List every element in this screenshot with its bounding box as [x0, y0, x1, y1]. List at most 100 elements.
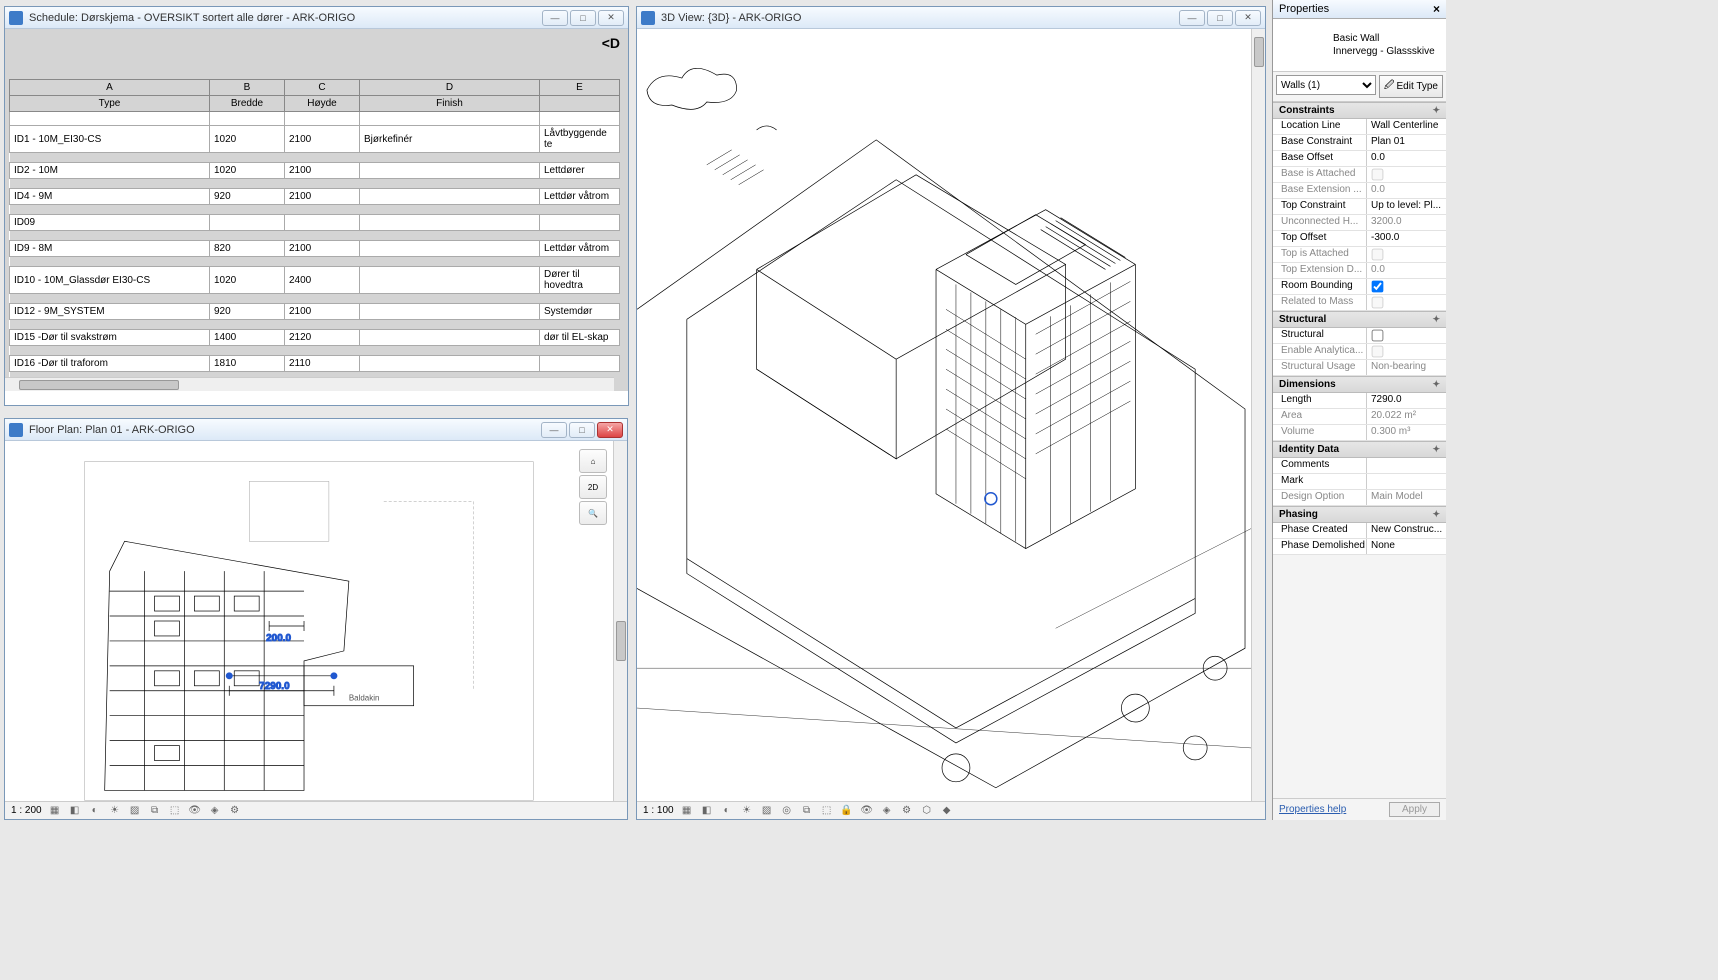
crop-region-icon[interactable]: ⬚ [820, 804, 834, 818]
type-preview[interactable]: Basic Wall Innervegg - Glassskive [1273, 19, 1446, 72]
column-header[interactable]: Bredde [210, 96, 285, 112]
maximize-button[interactable]: □ [570, 10, 596, 26]
property-section-header[interactable]: Phasing✦ [1273, 506, 1446, 523]
table-cell[interactable]: ID12 - 9M_SYSTEM [10, 304, 210, 320]
property-row[interactable]: Unconnected H...3200.0 [1273, 215, 1446, 231]
view-scale-icon[interactable]: ▦ [48, 804, 62, 818]
table-cell[interactable]: 2110 [285, 356, 360, 372]
properties-help-link[interactable]: Properties help [1279, 804, 1346, 815]
property-row[interactable]: Base is Attached [1273, 167, 1446, 183]
property-value[interactable]: 0.0 [1367, 263, 1446, 278]
property-row[interactable]: Design OptionMain Model [1273, 490, 1446, 506]
property-row[interactable]: Top ConstraintUp to level: Pl... [1273, 199, 1446, 215]
collapse-icon[interactable]: ✦ [1432, 444, 1440, 455]
property-value[interactable] [1367, 458, 1446, 473]
detail-level-icon[interactable]: ◧ [700, 804, 714, 818]
table-row[interactable]: ID10 - 10M_Glassdør EI30-CS10202400Dører… [10, 267, 620, 294]
table-cell[interactable]: ID9 - 8M [10, 241, 210, 257]
table-cell[interactable] [285, 215, 360, 231]
highlight-icon[interactable]: ◆ [940, 804, 954, 818]
property-row[interactable]: Room Bounding [1273, 279, 1446, 295]
minimize-button[interactable]: — [541, 422, 567, 438]
scale-label[interactable]: 1 : 100 [643, 805, 674, 816]
table-cell[interactable] [360, 189, 540, 205]
table-row[interactable]: ID2 - 10M10202100Lettdører [10, 163, 620, 179]
table-cell[interactable] [540, 215, 620, 231]
table-cell[interactable]: 2100 [285, 163, 360, 179]
column-letter[interactable]: D [360, 80, 540, 96]
nav-zoom-icon[interactable]: 🔍 [579, 501, 607, 525]
column-letter[interactable]: B [210, 80, 285, 96]
lock-icon[interactable]: 🔒 [840, 804, 854, 818]
maximize-button[interactable]: □ [569, 422, 595, 438]
analytical-icon[interactable]: ⬡ [920, 804, 934, 818]
floorplan-viewport[interactable]: Baldakin 200.0 7290.0 ⌂ 2D 🔍 [5, 441, 613, 801]
view3d-titlebar[interactable]: 3D View: {3D} - ARK-ORIGO — □ ✕ [637, 7, 1265, 29]
property-checkbox[interactable] [1372, 346, 1384, 358]
property-row[interactable]: Enable Analytica... [1273, 344, 1446, 360]
table-cell[interactable]: Dører til hovedtra [540, 267, 620, 294]
table-cell[interactable]: dør til EL-skap [540, 330, 620, 346]
table-cell[interactable]: 2400 [285, 267, 360, 294]
visual-style-icon[interactable]: ◐ [88, 804, 102, 818]
property-value[interactable]: Up to level: Pl... [1367, 199, 1446, 214]
shadows-icon[interactable]: ▨ [128, 804, 142, 818]
property-section-header[interactable]: Constraints✦ [1273, 102, 1446, 119]
shadows-icon[interactable]: ▨ [760, 804, 774, 818]
property-row[interactable]: Top Extension D...0.0 [1273, 263, 1446, 279]
scrollbar-thumb[interactable] [1254, 37, 1264, 67]
property-checkbox[interactable] [1372, 330, 1384, 342]
column-header[interactable]: Høyde [285, 96, 360, 112]
collapse-icon[interactable]: ✦ [1432, 509, 1440, 520]
property-value[interactable]: None [1367, 539, 1446, 554]
temp-hide-icon[interactable]: ⚙ [228, 804, 242, 818]
close-button[interactable]: ✕ [597, 422, 623, 438]
sun-path-icon[interactable]: ☀ [108, 804, 122, 818]
property-value[interactable]: 3200.0 [1367, 215, 1446, 230]
rendering-icon[interactable]: ◎ [780, 804, 794, 818]
table-cell[interactable] [360, 267, 540, 294]
table-cell[interactable]: 920 [210, 189, 285, 205]
table-cell[interactable]: ID2 - 10M [10, 163, 210, 179]
property-value[interactable] [1367, 247, 1446, 262]
table-row[interactable]: ID4 - 9M9202100Lettdør våtrom [10, 189, 620, 205]
scrollbar-thumb[interactable] [19, 380, 179, 390]
property-value[interactable]: Wall Centerline [1367, 119, 1446, 134]
crop-icon[interactable]: ⧉ [148, 804, 162, 818]
table-cell[interactable]: Låvtbyggende te [540, 126, 620, 153]
property-value[interactable]: 20.022 m² [1367, 409, 1446, 424]
table-cell[interactable]: 2120 [285, 330, 360, 346]
column-letter[interactable]: A [10, 80, 210, 96]
column-header[interactable]: Type [10, 96, 210, 112]
schedule-table[interactable]: ABCDE TypeBreddeHøydeFinish ID1 - 10M_EI… [9, 79, 620, 391]
property-checkbox[interactable] [1372, 281, 1384, 293]
property-value[interactable]: 0.0 [1367, 183, 1446, 198]
view3d-viewport[interactable] [637, 29, 1251, 801]
property-row[interactable]: Location LineWall Centerline [1273, 119, 1446, 135]
property-row[interactable]: Length7290.0 [1273, 393, 1446, 409]
table-row[interactable]: ID09 [10, 215, 620, 231]
table-cell[interactable]: ID15 -Dør til svakstrøm [10, 330, 210, 346]
property-row[interactable]: Structural [1273, 328, 1446, 344]
property-value[interactable] [1367, 167, 1446, 182]
property-value[interactable]: 0.300 m³ [1367, 425, 1446, 440]
table-cell[interactable]: 1810 [210, 356, 285, 372]
table-cell[interactable]: Lettdør våtrom [540, 241, 620, 257]
hide-icon[interactable]: 👁 [188, 804, 202, 818]
vertical-scrollbar[interactable] [1251, 29, 1265, 801]
table-cell[interactable] [210, 215, 285, 231]
table-cell[interactable]: 1400 [210, 330, 285, 346]
property-value[interactable]: -300.0 [1367, 231, 1446, 246]
close-button[interactable]: ✕ [1235, 10, 1261, 26]
detail-level-icon[interactable]: ◧ [68, 804, 82, 818]
property-row[interactable]: Mark [1273, 474, 1446, 490]
table-cell[interactable]: Bjørkefinér [360, 126, 540, 153]
table-cell[interactable]: ID4 - 9M [10, 189, 210, 205]
close-icon[interactable]: × [1433, 2, 1440, 16]
table-cell[interactable]: Lettdør våtrom [540, 189, 620, 205]
table-cell[interactable]: 820 [210, 241, 285, 257]
crop-icon[interactable]: ⧉ [800, 804, 814, 818]
close-button[interactable]: ✕ [598, 10, 624, 26]
crop-region-icon[interactable]: ⬚ [168, 804, 182, 818]
nav-home-icon[interactable]: ⌂ [579, 449, 607, 473]
